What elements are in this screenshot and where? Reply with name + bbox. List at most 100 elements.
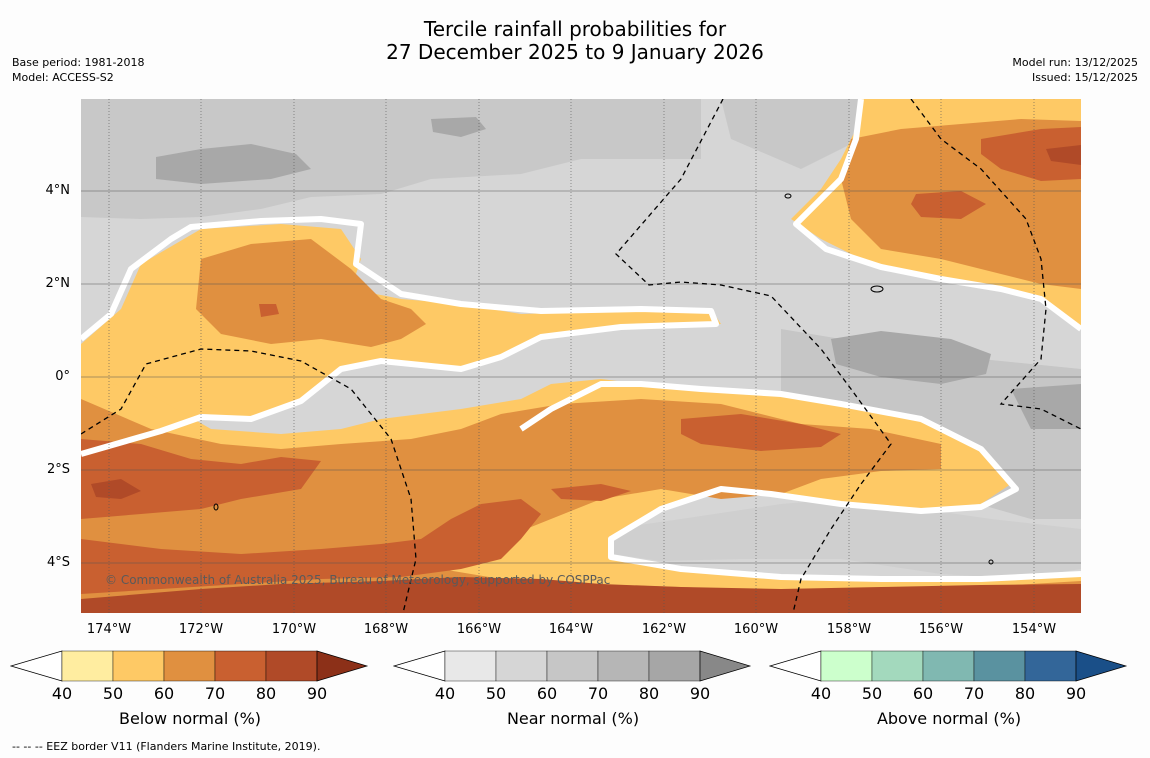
cb0-tick-80: 80: [255, 684, 277, 703]
colorbar-2-swatch-0: [820, 650, 873, 682]
contour-ne: [793, 99, 1081, 332]
below-normal-region-s-70: [81, 499, 541, 594]
cb1-tick-90: 90: [689, 684, 711, 703]
cb0-tick-50: 50: [102, 684, 124, 703]
lon-label-174w: 174°W: [86, 622, 132, 637]
cb0-tick-60: 60: [153, 684, 175, 703]
contour-west: [81, 216, 719, 457]
cb0-tick-70: 70: [204, 684, 226, 703]
colorbar-2-swatch-2: [922, 650, 975, 682]
cb2-tick-40: 40: [810, 684, 832, 703]
lon-label-172w: 172°W: [178, 622, 224, 637]
cb1-tick-40: 40: [434, 684, 456, 703]
lon-label-158w: 158°W: [826, 622, 872, 637]
colorbar-1-swatch-2: [546, 650, 599, 682]
colorbar-below-normal-swatches: [9, 650, 369, 682]
island-kiritimati: [870, 285, 884, 293]
colorbar-2-min-extend: [768, 650, 822, 682]
near-normal-region-nw: [81, 99, 701, 219]
colorbar-2-swatch-3: [973, 650, 1026, 682]
below-normal-regions: [81, 99, 1081, 613]
eez-legend-footer: -- -- -- EEZ border V11 (Flanders Marine…: [12, 740, 321, 753]
below-normal-region-ne-70b: [911, 191, 986, 219]
colorbar-0-swatch-2: [163, 650, 216, 682]
base-period: Base period: 1981-2018: [12, 56, 145, 69]
below-normal-region-west-60: [196, 239, 426, 347]
below-normal-region-sw-70: [81, 439, 321, 519]
colorbar-1-swatch-4: [648, 650, 701, 682]
near-normal-region-north: [156, 144, 311, 184]
lat-label-4s: 4°S: [46, 555, 70, 570]
lat-label-2s: 2°S: [46, 462, 70, 477]
below-normal-region-s-70b: [551, 484, 631, 501]
near-normal-region-se: [611, 499, 1081, 579]
title-line-1: Tercile rainfall probabilities for: [423, 17, 727, 41]
cb1-tick-70: 70: [587, 684, 609, 703]
near-normal-regions: [81, 99, 1081, 579]
meta-right: Model run: 13/12/2025 Issued: 15/12/2025: [1012, 55, 1138, 85]
colorbar-0-swatch-3: [214, 650, 267, 682]
colorbar-1-max-extend: [699, 650, 752, 682]
lat-label-2n: 2°N: [45, 276, 71, 291]
islands: [213, 193, 994, 565]
colorbar-near-normal: 40 50 60 70 80 90 Near normal (%): [392, 650, 753, 728]
cb1-tick-60: 60: [536, 684, 558, 703]
lon-label-168w: 168°W: [363, 622, 409, 637]
colorbar-1-swatch-1: [495, 650, 548, 682]
model-name: Model: ACCESS-S2: [12, 71, 114, 84]
cb0-tick-40: 40: [51, 684, 73, 703]
near-normal-region-n-small: [431, 117, 486, 137]
cb2-tick-50: 50: [861, 684, 883, 703]
lon-label-170w: 170°W: [271, 622, 317, 637]
eez-border-line-islands: [910, 99, 1081, 430]
forty-percent-contours: [81, 99, 1081, 582]
eez-borders: [81, 99, 1081, 613]
meta-left: Base period: 1981-2018 Model: ACCESS-S2: [12, 55, 144, 85]
colorbar-0-swatch-0: [61, 650, 114, 682]
cb2-tick-80: 80: [1014, 684, 1036, 703]
colorbar-1-swatch-3: [597, 650, 650, 682]
cb2-tick-90: 90: [1065, 684, 1087, 703]
graticule: [81, 99, 1081, 613]
colorbar-below-normal-label: Below normal (%): [118, 709, 262, 728]
copyright-text: © Commonwealth of Australia 2025, Bureau…: [105, 573, 610, 587]
chart-title: Tercile rainfall probabilities for 27 De…: [0, 18, 1150, 64]
lon-label-160w: 160°W: [733, 622, 779, 637]
near-normal-region-e-dark: [1011, 384, 1081, 429]
rainfall-probability-map: © Commonwealth of Australia 2025, Bureau…: [81, 99, 1081, 613]
island-small-1: [213, 503, 219, 511]
colorbar-0-max-extend: [316, 650, 369, 682]
island-malden: [784, 193, 792, 199]
lon-label-154w: 154°W: [1011, 622, 1057, 637]
cb1-tick-80: 80: [638, 684, 660, 703]
colorbar-2-max-extend: [1075, 650, 1128, 682]
issued-date: Issued: 15/12/2025: [1031, 71, 1138, 84]
colorbar-1-swatch-0: [444, 650, 497, 682]
colorbar-above-normal: 40 50 60 70 80 90 Above normal (%): [768, 650, 1129, 728]
colorbar-below-normal: 40 50 60 70 80 90 Below normal (%): [9, 650, 370, 728]
lat-label-0: 0°: [55, 369, 70, 384]
colorbar-2-swatch-1: [871, 650, 924, 682]
model-run: Model run: 13/12/2025: [1012, 56, 1138, 69]
eez-border-tokelau: [81, 348, 417, 613]
below-normal-region-west-70: [259, 304, 279, 317]
cb2-tick-70: 70: [963, 684, 985, 703]
cb1-tick-50: 50: [485, 684, 507, 703]
lon-label-166w: 166°W: [456, 622, 502, 637]
below-normal-region-ne-70: [981, 127, 1081, 181]
contour-se: [519, 381, 1081, 582]
colorbar-above-normal-label: Above normal (%): [876, 709, 1022, 728]
below-normal-region-south-70: [681, 414, 841, 451]
colorbar-0-swatch-1: [112, 650, 165, 682]
colorbar-2-swatch-4: [1024, 650, 1077, 682]
near-normal-region-east-dark: [831, 331, 991, 384]
colorbar-0-swatch-4: [265, 650, 318, 682]
below-normal-region-sw-80: [91, 479, 141, 499]
near-normal-region-ne: [721, 99, 861, 169]
colorbar-near-normal-swatches: [392, 650, 752, 682]
island-small-2: [988, 559, 994, 565]
lon-label-162w: 162°W: [641, 622, 687, 637]
colorbar-1-min-extend: [392, 650, 446, 682]
lon-label-164w: 164°W: [548, 622, 594, 637]
colorbar-near-normal-label: Near normal (%): [506, 709, 640, 728]
